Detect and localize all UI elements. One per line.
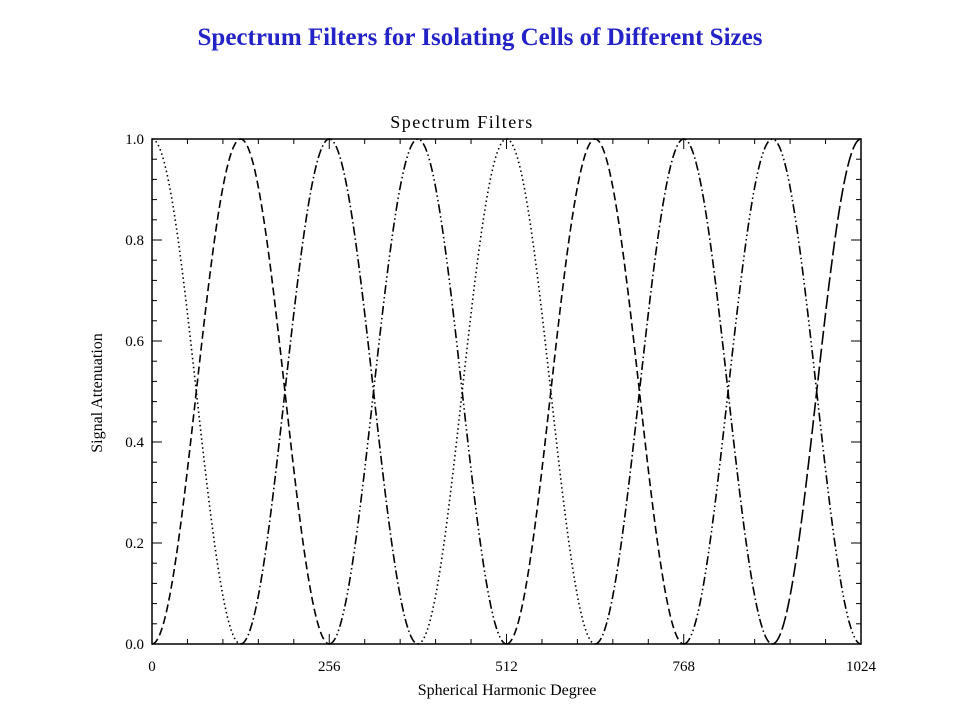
x-tick-label: 768	[673, 659, 696, 675]
y-tick-label: 0.2	[125, 536, 144, 552]
y-tick-label: 0.4	[125, 435, 144, 451]
x-axis-label: Spherical Harmonic Degree	[418, 682, 597, 699]
chart-panel: Spectrum Filters Spherical Harmonic Degr…	[67, 101, 895, 720]
filter-curve-8	[683, 138, 862, 645]
plot-frame	[151, 138, 862, 645]
filter-curve-9	[772, 138, 862, 645]
slide-title: Spectrum Filters for Isolating Cells of …	[197, 24, 763, 51]
filter-curve-7	[594, 138, 773, 645]
filter-curve-5	[417, 138, 596, 645]
ticks-layer	[151, 138, 862, 645]
filter-curve-4	[329, 138, 507, 645]
tick-labels-layer: 0 256 512 768 1024 0.0 0.2 0.4 0.6 0.8 1.0	[125, 132, 876, 675]
x-tick-label: 512	[495, 659, 518, 675]
chart-title: Spectrum Filters	[390, 112, 534, 132]
filter-curve-3	[240, 138, 419, 645]
y-tick-label: 0.8	[125, 233, 144, 249]
x-tick-label: 0	[148, 659, 156, 675]
y-tick-label: 1.0	[125, 132, 144, 148]
y-tick-label: 0.0	[125, 637, 144, 653]
x-tick-label: 256	[318, 659, 341, 675]
y-axis-label: Signal Attenuation	[89, 333, 106, 453]
x-tick-label: 1024	[846, 659, 877, 675]
filter-curve-6	[506, 138, 684, 645]
spectrum-filters-chart: Spectrum Filters Spherical Harmonic Degr…	[89, 112, 877, 699]
series-layer	[151, 138, 862, 645]
filter-curve-2	[151, 138, 330, 645]
y-tick-label: 0.6	[125, 334, 144, 350]
